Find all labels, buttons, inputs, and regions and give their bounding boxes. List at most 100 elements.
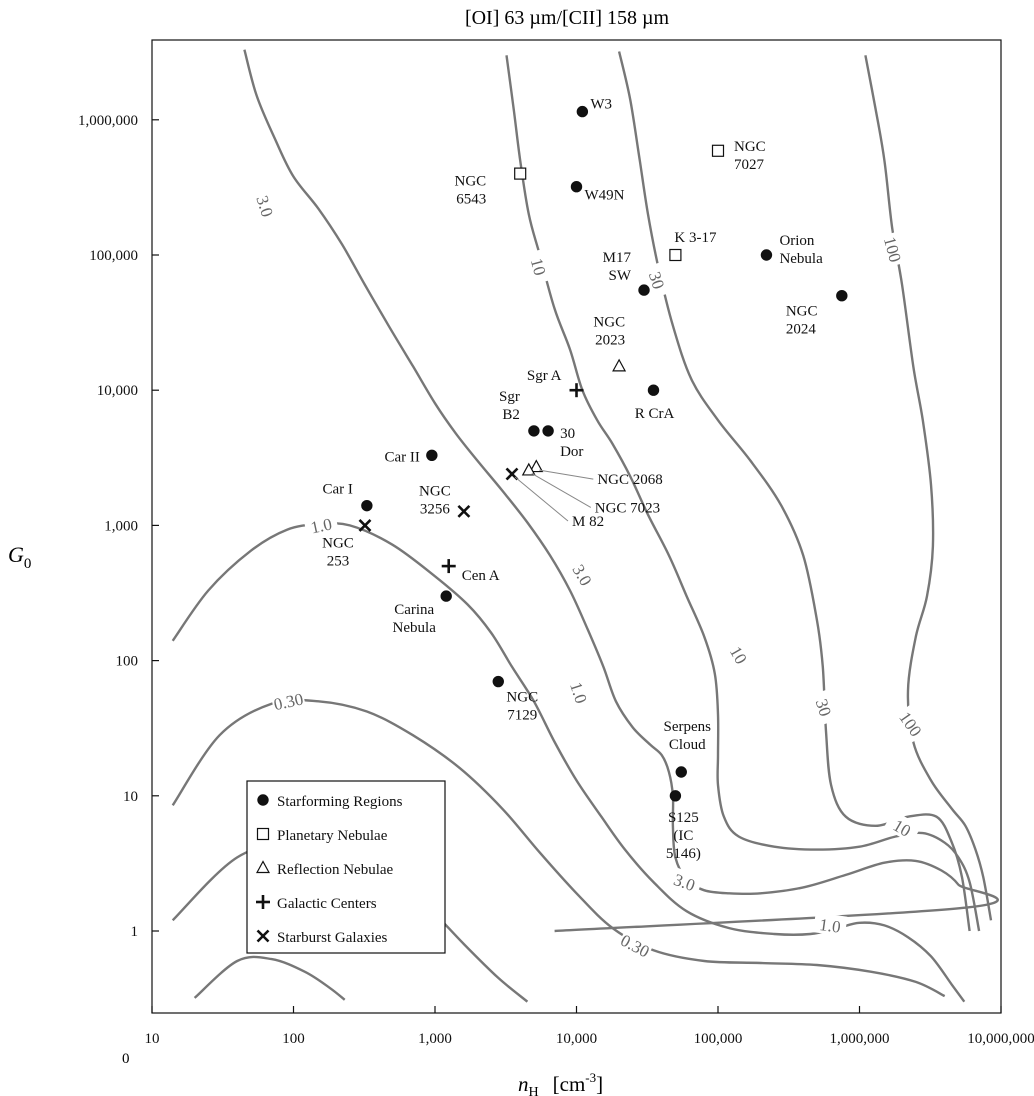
contour-label-bg [810, 688, 840, 726]
x-tick-label-100: 100 [282, 1031, 305, 1047]
data-points: W3 NGC 7027 NGC 6543 W49N K 3-17 Orion Nebula M17… [322, 97, 848, 862]
point-30-dor [542, 425, 554, 437]
x-tick-label-1-000-000: 1,000,000 [830, 1031, 890, 1047]
contour-label-bg [525, 248, 554, 285]
legend: Starforming Regions Planetary Nebulae Refl… [246, 780, 446, 954]
y-tick-label-10-000: 10,000 [97, 383, 138, 399]
point-s125-ic-5146 [669, 790, 682, 802]
corner-label: 0 [122, 1051, 130, 1067]
point-label-s125-ic-5146: S125 (IC 5146) [666, 810, 701, 862]
point-carina-nebula [440, 590, 452, 602]
contour-label-bg [565, 673, 595, 711]
point-ngc-7129 [492, 675, 504, 688]
point-ngc-6543 [514, 167, 527, 180]
legend-label-reflection-nebulae: Reflection Nebulae [277, 862, 394, 878]
point-label-r-cra: R CrA [635, 406, 675, 422]
contour-label-bg [643, 261, 673, 299]
point-ngc-2023 [612, 358, 627, 372]
point-label-orion-nebula: Orion Nebula [779, 233, 823, 267]
x-tick-label-1-000: 1,000 [418, 1031, 452, 1047]
legend-marker-cross [256, 929, 270, 943]
x-tick-label-10: 10 [145, 1031, 160, 1047]
point-car-i [361, 499, 373, 512]
x-axis-label: nH [cm-3] [518, 1070, 603, 1096]
point-label-ngc-3256: NGC 3256 [419, 483, 451, 517]
point-label-ngc-6543: NGC 6543 [455, 174, 487, 208]
contour-0-30-2 [193, 955, 346, 1001]
contour-label-bg [566, 555, 600, 594]
contour-0-30-0 [171, 698, 946, 998]
contour-3-0-4 [243, 49, 999, 933]
y-tick-label-100-000: 100,000 [89, 248, 138, 264]
point-label-cen-a: Cen A [462, 568, 500, 584]
contour-label-1-0-3-2: 1.0 [818, 915, 842, 937]
point-r-cra [647, 384, 660, 396]
point-label-ngc-2068: NGC 2068 [597, 472, 662, 488]
point-sgr-b2 [528, 425, 540, 437]
point-label-w49n: W49N [585, 188, 625, 204]
point-label-ngc-7027: NGC 7027 [734, 139, 766, 173]
point-w49n [570, 181, 583, 193]
point-label-k-3-17: K 3-17 [674, 230, 717, 246]
point-label-ngc-7129: NGC 7129 [506, 690, 538, 724]
legend-box [246, 780, 446, 954]
contour-30-6 [617, 51, 971, 932]
legend-marker-square [256, 827, 270, 841]
point-w3 [576, 105, 589, 118]
legend-label-starburst-galaxies: Starburst Galaxies [277, 930, 388, 946]
point-label-ngc-2023: NGC 2023 [593, 314, 625, 348]
point-label-ngc-253: NGC 253 [322, 535, 354, 569]
x-axis-ticks: 10 100 1,000 10,000 100,000 1,000,000 10,000,0… [145, 1006, 1034, 1047]
chart-title: [OI] 63 µm/[CII] 158 µm [465, 7, 670, 29]
x-tick-label-100-000: 100,000 [694, 1031, 743, 1047]
point-label-m-82: M 82 [572, 514, 604, 530]
contour-label-30-6-1: 30 [812, 697, 835, 719]
point-k-3-17 [669, 248, 682, 262]
x-tick-label-10-000-000: 10,000,000 [967, 1031, 1034, 1047]
contour-label-bg [251, 187, 281, 225]
point-ngc-7027 [711, 144, 725, 157]
legend-marker-circle [257, 794, 269, 806]
point-ngc-2068 [529, 459, 544, 473]
contour-label-bg [883, 810, 922, 844]
point-ngc-7023 [521, 462, 536, 476]
contour-label-bg [879, 231, 908, 268]
point-label-ngc-7023: NGC 7023 [595, 500, 660, 516]
legend-marker-plus [256, 895, 270, 909]
legend-label-starforming-regions: Starforming Regions [277, 794, 403, 810]
point-label-car-i: Car I [322, 482, 352, 498]
contour-label-bg [616, 928, 655, 962]
contour-label-bg [270, 687, 306, 714]
y-axis-ticks: 1 10 100 1,000 10,000 100,000 1,000,000 [78, 113, 159, 940]
leader-line-ngc-2068 [539, 469, 594, 480]
y-tick-label-1: 1 [131, 924, 139, 940]
x-tick-label-10-000: 10,000 [556, 1031, 597, 1047]
point-label-serpens-cloud: Serpens Cloud [664, 719, 712, 753]
y-tick-label-100: 100 [116, 654, 139, 670]
point-label-30-dor: 30 Dor [560, 426, 583, 460]
point-label-sgr-b2: Sgr B2 [499, 389, 520, 423]
legend-label-galactic-centers: Galactic Centers [277, 896, 377, 912]
y-tick-label-1-000: 1,000 [104, 518, 138, 534]
contour-label-1-0-3-0: 1.0 [309, 514, 334, 537]
legend-marker-triangle [255, 860, 271, 874]
point-orion-nebula [760, 249, 773, 261]
point-cen-a [441, 559, 456, 574]
contour-label-bg [303, 511, 339, 538]
point-m17-sw [638, 284, 650, 296]
point-ngc-3256 [457, 504, 471, 518]
point-ngc-253 [358, 518, 372, 532]
leader-line-ngc-7023 [531, 473, 592, 508]
contour-10-5 [505, 55, 981, 932]
y-tick-label-10: 10 [123, 789, 138, 805]
contour-label-bg [666, 866, 704, 897]
point-label-sgr-a: Sgr A [527, 368, 562, 384]
contour-label-30-6-0: 30 [645, 269, 668, 291]
legend-label-planetary-nebulae: Planetary Nebulae [277, 828, 388, 844]
y-tick-label-1-000-000: 1,000,000 [78, 113, 138, 129]
point-label-m17-sw: M17 SW [603, 250, 632, 284]
leader-line-m-82 [514, 476, 569, 522]
y-axis-label: G0 [8, 542, 31, 572]
point-label-carina-nebula: Carina Nebula [393, 602, 437, 636]
